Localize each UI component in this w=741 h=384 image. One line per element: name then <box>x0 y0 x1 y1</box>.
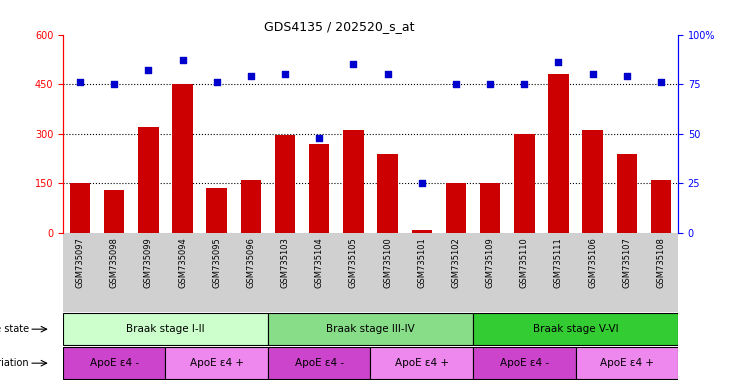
Point <box>587 71 599 77</box>
Text: GSM735105: GSM735105 <box>349 237 358 288</box>
Bar <box>241 180 261 233</box>
Text: ApoE ε4 +: ApoE ε4 + <box>190 358 244 368</box>
Bar <box>582 131 603 233</box>
Bar <box>104 190 124 233</box>
Bar <box>514 134 534 233</box>
FancyBboxPatch shape <box>370 347 473 379</box>
Text: GSM735110: GSM735110 <box>519 237 529 288</box>
Text: GSM735108: GSM735108 <box>657 237 665 288</box>
Text: GSM735101: GSM735101 <box>417 237 426 288</box>
Bar <box>480 183 500 233</box>
Text: Braak stage III-IV: Braak stage III-IV <box>326 324 415 334</box>
Text: GSM735100: GSM735100 <box>383 237 392 288</box>
Bar <box>548 74 568 233</box>
Point <box>108 81 120 87</box>
Point <box>553 59 565 65</box>
Text: GSM735094: GSM735094 <box>178 237 187 288</box>
Text: ApoE ε4 -: ApoE ε4 - <box>90 358 139 368</box>
Text: GSM735107: GSM735107 <box>622 237 631 288</box>
Point <box>313 135 325 141</box>
Title: GDS4135 / 202520_s_at: GDS4135 / 202520_s_at <box>265 20 415 33</box>
Text: GSM735099: GSM735099 <box>144 237 153 288</box>
Text: GSM735104: GSM735104 <box>315 237 324 288</box>
Bar <box>411 230 432 233</box>
Point <box>621 73 633 79</box>
FancyBboxPatch shape <box>268 347 370 379</box>
FancyBboxPatch shape <box>473 347 576 379</box>
FancyBboxPatch shape <box>63 313 268 346</box>
Bar <box>377 154 398 233</box>
FancyBboxPatch shape <box>63 347 165 379</box>
Text: ApoE ε4 +: ApoE ε4 + <box>395 358 449 368</box>
Point <box>655 79 667 85</box>
Point <box>210 79 222 85</box>
Point <box>176 57 188 63</box>
Text: GSM735096: GSM735096 <box>247 237 256 288</box>
Text: Braak stage I-II: Braak stage I-II <box>126 324 205 334</box>
FancyBboxPatch shape <box>576 347 678 379</box>
Point <box>348 61 359 67</box>
Text: ApoE ε4 -: ApoE ε4 - <box>295 358 344 368</box>
Point <box>450 81 462 87</box>
Bar <box>138 127 159 233</box>
Bar <box>70 183 90 233</box>
Text: Braak stage V-VI: Braak stage V-VI <box>533 324 618 334</box>
Text: ApoE ε4 -: ApoE ε4 - <box>499 358 549 368</box>
Text: GSM735111: GSM735111 <box>554 237 563 288</box>
Bar <box>651 180 671 233</box>
Text: GSM735098: GSM735098 <box>110 237 119 288</box>
Bar <box>275 136 296 233</box>
Point <box>142 67 154 73</box>
Point <box>518 81 530 87</box>
Bar <box>173 84 193 233</box>
Point <box>74 79 86 85</box>
Bar <box>207 188 227 233</box>
Bar <box>309 144 330 233</box>
Point <box>416 180 428 186</box>
Text: GSM735103: GSM735103 <box>281 237 290 288</box>
Text: GSM735102: GSM735102 <box>451 237 460 288</box>
FancyBboxPatch shape <box>473 313 678 346</box>
FancyBboxPatch shape <box>165 347 268 379</box>
FancyBboxPatch shape <box>268 313 473 346</box>
Text: disease state: disease state <box>0 324 29 334</box>
Bar <box>343 131 364 233</box>
Text: GSM735106: GSM735106 <box>588 237 597 288</box>
Text: GSM735109: GSM735109 <box>485 237 494 288</box>
Text: ApoE ε4 +: ApoE ε4 + <box>599 358 654 368</box>
Text: GSM735095: GSM735095 <box>212 237 222 288</box>
Point <box>245 73 257 79</box>
Point <box>484 81 496 87</box>
Point <box>382 71 393 77</box>
Text: GSM735097: GSM735097 <box>76 237 84 288</box>
Bar <box>617 154 637 233</box>
Text: genotype/variation: genotype/variation <box>0 358 29 368</box>
Point <box>279 71 291 77</box>
Bar <box>445 183 466 233</box>
